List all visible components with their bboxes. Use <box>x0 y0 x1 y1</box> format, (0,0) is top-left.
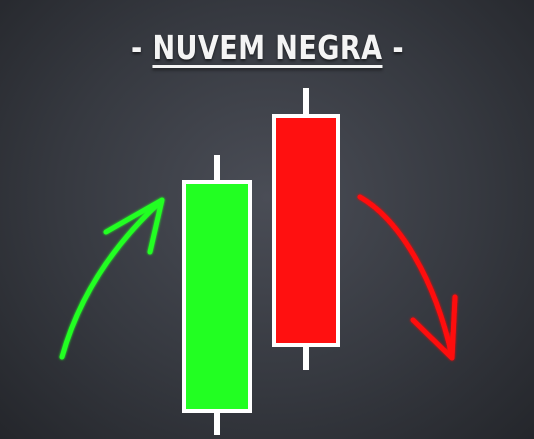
bearish-candle-body <box>272 114 340 347</box>
bullish-candle <box>182 155 252 435</box>
title-dash-left: - <box>130 28 143 67</box>
title-dash-right: - <box>391 28 404 67</box>
up-arrow-icon <box>59 197 165 360</box>
down-arrow-icon <box>357 194 458 361</box>
page-title: - NUVEM NEGRA - <box>130 28 403 67</box>
bearish-candle <box>272 88 340 370</box>
title-text: NUVEM NEGRA <box>151 28 383 67</box>
bullish-candle-body <box>182 180 252 413</box>
title-bar: - NUVEM NEGRA - <box>0 28 534 67</box>
